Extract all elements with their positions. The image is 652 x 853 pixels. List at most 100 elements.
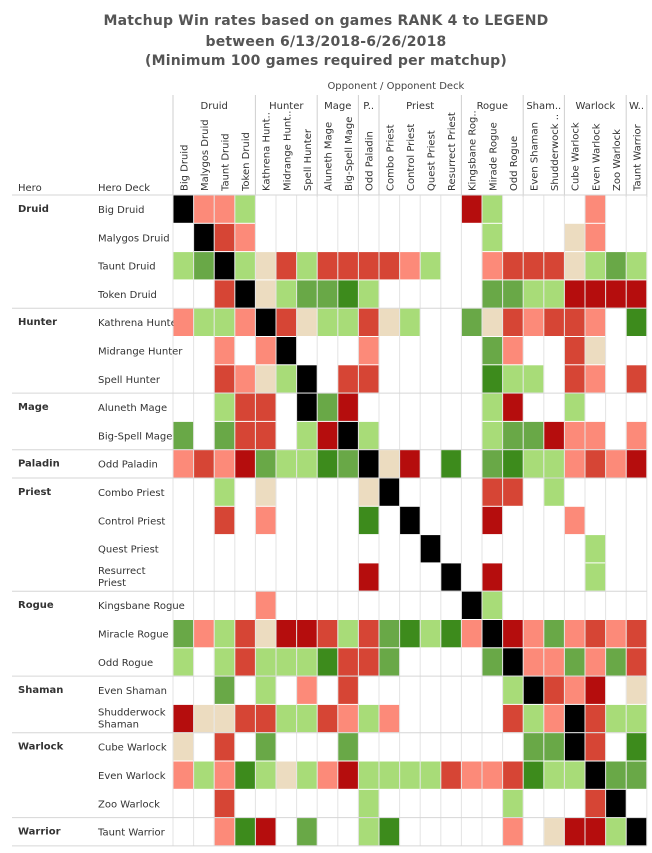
- row-deck-label: Malygos Druid: [98, 233, 170, 244]
- heatmap-cell: [585, 195, 606, 223]
- heatmap-cell: [276, 648, 297, 676]
- heatmap-cell: [235, 620, 255, 648]
- heatmap-cell: [235, 365, 255, 393]
- row-deck-label: Aluneth Mage: [98, 403, 167, 414]
- row-deck-label: Miracle Rogue: [98, 630, 169, 641]
- heatmap-cell: [564, 761, 585, 789]
- heatmap-cell: [544, 620, 564, 648]
- heatmap-cell: [482, 393, 503, 421]
- hero-label: Mage: [18, 402, 49, 413]
- class-group-label: P..: [363, 101, 374, 112]
- heatmap-cell: [606, 280, 626, 308]
- heatmap-cell: [317, 421, 338, 450]
- heatmap-cell: [503, 337, 523, 365]
- heatmap-cell: [297, 421, 317, 450]
- heatmap-cell: [173, 761, 194, 789]
- heatmap-cell: [482, 506, 503, 535]
- heatmap-cell: [544, 252, 564, 280]
- heatmap-cell: [173, 648, 194, 676]
- heatmap-cell: [317, 704, 338, 733]
- heatmap-cell: [379, 761, 400, 789]
- class-group-label: Hunter: [269, 101, 304, 112]
- heatmap-cell: [173, 450, 194, 478]
- heatmap-cell: [173, 704, 194, 733]
- heatmap-cell: [420, 535, 441, 563]
- row-deck-label: Kingsbane Rogue: [98, 601, 185, 612]
- heatmap-cell: [297, 393, 317, 421]
- heatmap-cell: [338, 280, 358, 308]
- chart-title-line-1: Matchup Win rates based on games RANK 4 …: [103, 13, 549, 29]
- heatmap-cell: [626, 818, 647, 846]
- heatmap-cell: [503, 789, 523, 818]
- heatmap-cell: [585, 308, 606, 336]
- heatmap-cell: [564, 280, 585, 308]
- hero-label: Warrior: [18, 827, 61, 838]
- heatmap-cell: [585, 761, 606, 789]
- heatmap-cell: [235, 704, 255, 733]
- heatmap-cell: [276, 252, 297, 280]
- heatmap-cell: [400, 450, 420, 478]
- row-deck-label: Taunt Druid: [97, 262, 156, 273]
- heatmap-cell: [585, 789, 606, 818]
- heatmap-cell: [276, 365, 297, 393]
- heatmap-cell: [358, 789, 379, 818]
- heatmap-cell: [420, 252, 441, 280]
- column-label: Odd Paladin: [365, 131, 376, 191]
- heatmap-cell: [564, 308, 585, 336]
- heatmap-cell: [255, 337, 276, 365]
- heatmap-cell: [255, 648, 276, 676]
- heatmap-cell: [255, 761, 276, 789]
- column-label: Even Shaman: [530, 122, 541, 191]
- row-deck-label: Even Shaman: [98, 686, 167, 697]
- heatmap-cell: [400, 761, 420, 789]
- heatmap-cell: [503, 450, 523, 478]
- heatmap-cell: [214, 195, 235, 223]
- heatmap-cell: [482, 450, 503, 478]
- heatmap-cell: [194, 620, 214, 648]
- row-deck-label: Combo Priest: [98, 488, 165, 499]
- heatmap-cell: [523, 421, 544, 450]
- row-deck-label: Odd Rogue: [98, 658, 153, 669]
- heatmap-cell: [379, 818, 400, 846]
- heatmap-cell: [441, 450, 461, 478]
- heatmap-cell: [214, 620, 235, 648]
- heatmap-cell: [626, 252, 647, 280]
- heatmap-cell: [358, 704, 379, 733]
- heatmap-cell: [544, 478, 564, 506]
- heatmap-cell: [173, 421, 194, 450]
- heatmap-cell: [214, 223, 235, 252]
- column-label: Shudderwock ..: [550, 114, 561, 191]
- heatmap-cell: [585, 733, 606, 761]
- row-deck-label: Kathrena Hunter: [98, 318, 182, 329]
- heatmap-cell: [297, 450, 317, 478]
- heatmap-cell: [173, 308, 194, 336]
- heatmap-cell: [255, 506, 276, 535]
- heatmap-cell: [544, 421, 564, 450]
- heatmap-cell: [585, 648, 606, 676]
- column-label: Spell Hunter: [303, 128, 314, 191]
- heatmap-cell: [235, 818, 255, 846]
- heatmap-cell: [626, 421, 647, 450]
- heatmap-cell: [173, 195, 194, 223]
- heatmap-cell: [585, 450, 606, 478]
- heatmap-cell: [379, 704, 400, 733]
- column-label: Big Druid: [179, 145, 190, 191]
- heatmap-cell: [544, 450, 564, 478]
- heatmap-cell: [585, 365, 606, 393]
- column-label: Zoo Warlock: [612, 129, 623, 191]
- heatmap-cell: [235, 393, 255, 421]
- column-label: Taunt Druid: [221, 133, 232, 192]
- heatmap-cell: [255, 308, 276, 336]
- heatmap-cell: [173, 733, 194, 761]
- heatmap-cell: [235, 648, 255, 676]
- heatmap-cell: [214, 308, 235, 336]
- heatmap-cell: [317, 393, 338, 421]
- heatmap-cell: [482, 280, 503, 308]
- heatmap-cell: [338, 761, 358, 789]
- heatmap-cell: [523, 365, 544, 393]
- heatmap-cell: [503, 365, 523, 393]
- heatmap-cell: [276, 761, 297, 789]
- heatmap-cell: [297, 365, 317, 393]
- heatmap-cell: [235, 280, 255, 308]
